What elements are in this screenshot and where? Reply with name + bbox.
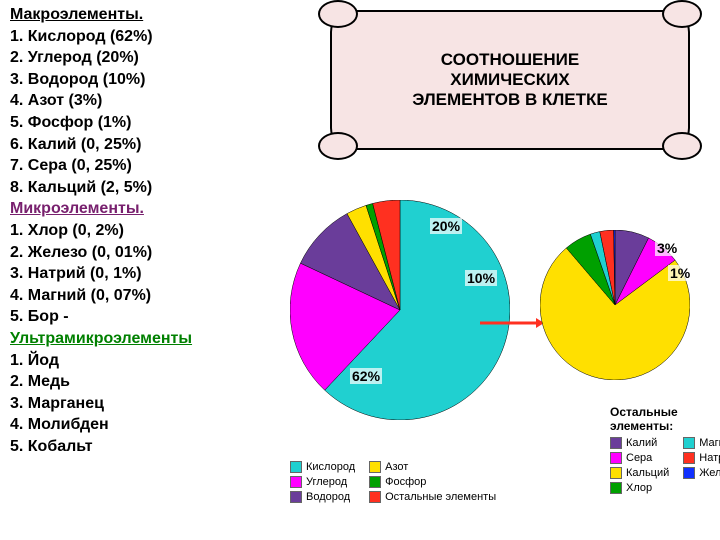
legend-item: Кислород xyxy=(290,460,355,474)
list-item: 4. Магний (0, 07%) xyxy=(10,287,151,304)
legend-item: Натрий xyxy=(683,451,720,465)
pie-value-label: 10% xyxy=(465,270,497,286)
list-item: 4. Молибден xyxy=(10,416,109,433)
legend-item: Кальций xyxy=(610,466,669,480)
title-text: СООТНОШЕНИЕ ХИМИЧЕСКИХ ЭЛЕМЕНТОВ В КЛЕТК… xyxy=(412,50,607,110)
list-item: 6. Калий (0, 25%) xyxy=(10,136,141,153)
heading-ultramicroelements: Ультрамикроэлементы xyxy=(10,330,192,347)
main-pie-chart: 20%10%62% КислородУглеродВодородАзотФосф… xyxy=(290,200,510,425)
heading-microelements: Микроэлементы. xyxy=(10,200,144,217)
legend-item: Водород xyxy=(290,490,355,504)
legend-item: Калий xyxy=(610,436,669,450)
list-item: 1. Хлор (0, 2%) xyxy=(10,222,124,239)
pie-value-label: 62% xyxy=(350,368,382,384)
pie-value-label: 20% xyxy=(430,218,462,234)
detail-pie-chart: 3%1% Остальные элементы:КалийСераКальций… xyxy=(540,230,690,385)
list-item: 5. Фосфор (1%) xyxy=(10,114,131,131)
legend-item: Углерод xyxy=(290,475,355,489)
list-item: 1. Йод xyxy=(10,352,59,369)
list-item: 2. Железо (0, 01%) xyxy=(10,244,152,261)
detail-pie-legend: Остальные элементы: КалийСераКальцийХлор М… xyxy=(610,405,720,496)
legend-title: Остальные элементы: xyxy=(610,405,720,433)
legend-item: Азот xyxy=(369,460,496,474)
legend-item: Сера xyxy=(610,451,669,465)
title-plaque: СООТНОШЕНИЕ ХИМИЧЕСКИХ ЭЛЕМЕНТОВ В КЛЕТК… xyxy=(330,10,690,150)
legend-item: Фосфор xyxy=(369,475,496,489)
list-item: 1. Кислород (62%) xyxy=(10,28,153,45)
list-item: 2. Углерод (20%) xyxy=(10,49,139,66)
legend-item: Хлор xyxy=(610,481,669,495)
main-pie-legend: КислородУглеродВодород АзотФосфорОстальны… xyxy=(290,460,496,505)
list-item: 2. Медь xyxy=(10,373,70,390)
heading-macroelements: Макроэлементы. xyxy=(10,6,143,23)
list-item: 5. Кобальт xyxy=(10,438,93,455)
list-item: 7. Сера (0, 25%) xyxy=(10,157,132,174)
list-item: 4. Азот (3%) xyxy=(10,92,102,109)
pie-value-label: 3% xyxy=(655,240,679,256)
legend-item: Остальные элементы xyxy=(369,490,496,504)
pie-value-label: 1% xyxy=(668,265,692,281)
list-item: 8. Кальций (2, 5%) xyxy=(10,179,152,196)
legend-item: Магний xyxy=(683,436,720,450)
text-column: Макроэлементы. 1. Кислород (62%) 2. Углер… xyxy=(10,4,280,457)
list-item: 3. Водород (10%) xyxy=(10,71,145,88)
list-item: 3. Марганец xyxy=(10,395,104,412)
callout-arrow-icon xyxy=(480,318,544,328)
list-item: 3. Натрий (0, 1%) xyxy=(10,265,142,282)
legend-item: Железо xyxy=(683,466,720,480)
list-item: 5. Бор - xyxy=(10,308,69,325)
